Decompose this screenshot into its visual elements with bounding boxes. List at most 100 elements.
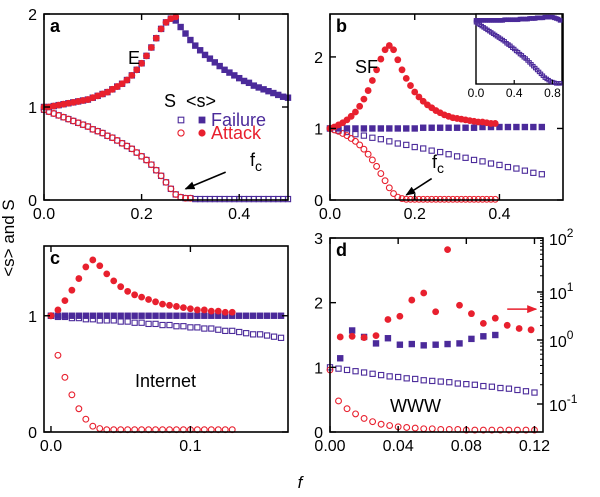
network-label: WWW (390, 396, 441, 416)
data-point (470, 156, 478, 164)
data-point (381, 177, 389, 185)
data-point (128, 71, 136, 79)
data-point (124, 287, 132, 295)
data-point (201, 312, 208, 319)
data-point (196, 47, 204, 54)
data-point (372, 332, 380, 340)
data-point (172, 17, 179, 24)
panel-letter: c (50, 248, 60, 268)
data-point (194, 312, 201, 319)
panel-d: 0.00 0.04 0.08 0.12 0 1 2 3d WWW 10-1 100 101 102 (314, 226, 578, 455)
data-point (277, 312, 285, 319)
data-point (147, 161, 155, 169)
data-point (143, 156, 150, 164)
data-point (479, 426, 487, 434)
data-point (352, 410, 360, 418)
data-point (360, 414, 368, 422)
data-point (396, 341, 404, 348)
data-point (270, 89, 277, 97)
data-point (157, 25, 165, 33)
data-point (360, 132, 368, 139)
data-point (208, 325, 215, 332)
data-point (133, 149, 141, 157)
y2-tick-label: 101 (549, 280, 574, 303)
data-point (468, 335, 475, 343)
panel-b-frame (329, 13, 564, 201)
data-point (504, 163, 512, 171)
data-point (432, 308, 440, 316)
x-tick-label: 0.0 (33, 206, 55, 223)
data-point (437, 378, 444, 385)
data-point (96, 262, 104, 270)
y-tick-label: 0 (28, 193, 37, 210)
data-point (415, 93, 423, 101)
data-point (226, 69, 233, 76)
data-point (222, 312, 229, 319)
inset-b: 0.0 0.4 0.8 (468, 13, 563, 100)
data-point (446, 379, 453, 386)
panel-c: 0.0 0.1 0 1 c Internet (28, 245, 289, 455)
data-point (557, 81, 563, 86)
data-point (173, 312, 180, 319)
data-point (445, 124, 452, 131)
data-point (420, 342, 427, 349)
data-point (343, 125, 351, 132)
data-point (368, 156, 376, 164)
data-point (377, 136, 384, 143)
data-point (182, 30, 189, 37)
y-tick-label: 0 (28, 425, 37, 442)
data-point (263, 332, 271, 339)
data-point (360, 95, 368, 103)
data-point (436, 124, 444, 131)
data-point (445, 151, 452, 158)
data-point (479, 123, 486, 131)
data-point (250, 82, 258, 89)
data-point (444, 340, 451, 348)
data-point (138, 152, 146, 160)
data-point (531, 389, 538, 396)
data-point (407, 82, 414, 89)
data-point (377, 170, 385, 177)
data-point (386, 422, 394, 429)
data-point (82, 312, 90, 319)
x-tick-label: 0.0 (319, 206, 341, 223)
data-point (530, 169, 537, 176)
data-point (373, 162, 381, 170)
x-tick-label: 0.04 (383, 438, 414, 455)
y-tick-label: 2 (314, 50, 323, 67)
data-point (513, 123, 520, 131)
data-point (145, 296, 152, 303)
data-point (420, 377, 427, 384)
data-point (522, 426, 530, 434)
data-point (192, 42, 199, 49)
data-point (468, 310, 475, 318)
data-point (403, 125, 410, 132)
data-point (166, 301, 173, 309)
data-point (403, 141, 410, 149)
x-tick-label: 0.08 (451, 438, 482, 455)
data-point (360, 334, 368, 341)
data-point (462, 124, 469, 131)
data-point (390, 190, 397, 198)
x-tick-label: 0.4 (228, 206, 250, 223)
data-point (138, 312, 145, 319)
data-point (444, 246, 451, 254)
data-point (89, 256, 97, 264)
data-point (492, 331, 499, 339)
data-point (152, 312, 159, 319)
data-point (75, 405, 83, 413)
data-point (396, 312, 404, 320)
data-point (147, 44, 155, 51)
data-point (162, 18, 170, 26)
data-point (356, 102, 364, 110)
data-point (369, 370, 376, 377)
data-point (215, 312, 222, 319)
legend-S-header: S (164, 91, 176, 111)
data-point (54, 306, 62, 314)
data-point (221, 308, 229, 316)
data-point (54, 351, 62, 359)
data-point (377, 55, 385, 63)
data-point (538, 171, 545, 178)
